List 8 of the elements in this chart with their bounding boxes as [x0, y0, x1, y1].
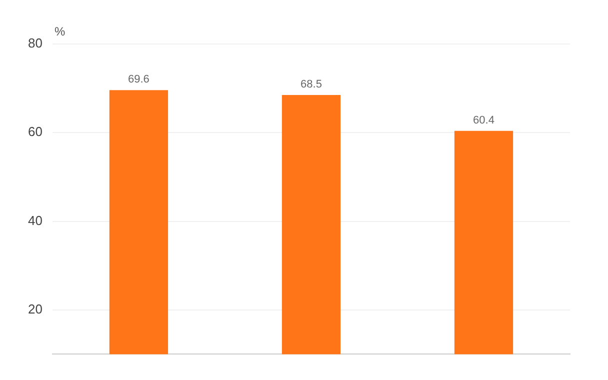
y-axis-title: % [54, 24, 66, 38]
y-tick-label: 80 [28, 36, 42, 51]
y-tick-label: 60 [28, 124, 42, 140]
y-tick-label: 20 [28, 301, 42, 316]
data-label: 60.4 [473, 114, 494, 126]
y-tick-label: 40 [28, 212, 42, 228]
data-label: 69.6 [128, 74, 150, 86]
data-label: 68.5 [300, 78, 322, 90]
